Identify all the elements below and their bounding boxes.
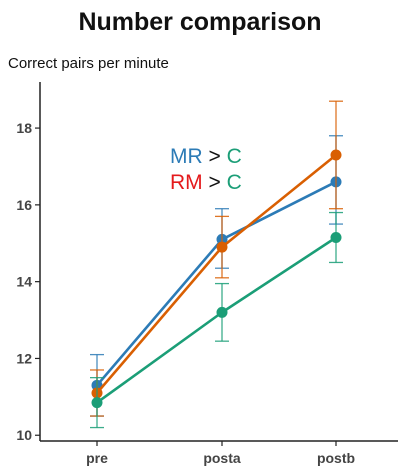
data-point [216,241,228,253]
axes: 10 12 14 16 18 pre posta postb [16,82,398,466]
annotation-part: > [203,171,227,194]
series-line [96,236,337,404]
annotation-part: > [203,145,227,168]
annotation-part: C [227,171,242,194]
data-point [91,397,103,409]
y-tick-label: 12 [16,350,32,366]
annotation-part: MR [170,145,203,168]
x-tick-label: posta [203,450,241,466]
y-tick-label: 18 [16,120,32,136]
data-point [330,232,342,244]
series-c [90,211,343,429]
annotation-part: RM [170,171,203,194]
annotation-layer: MR > CRM > C [170,145,242,194]
y-tick-label: 10 [16,427,32,443]
comparison-annotation: MR > C [170,145,242,168]
comparison-annotation: RM > C [170,171,242,194]
data-point [330,149,342,161]
x-tick-label: pre [86,450,108,466]
y-tick-label: 16 [16,197,32,213]
chart-title: Number comparison [78,8,321,36]
y-tick-label: 14 [16,274,32,290]
x-tick-label: postb [317,450,355,466]
annotation-part: C [227,145,242,168]
series-layer [90,100,343,429]
data-point [216,306,228,318]
series-rm [90,100,343,417]
y-axis-label: Correct pairs per minute [8,55,169,72]
